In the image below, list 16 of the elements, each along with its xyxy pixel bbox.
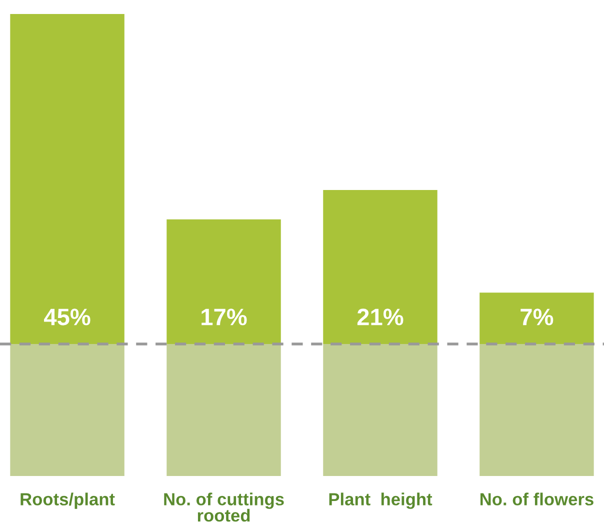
bar — [10, 14, 124, 344]
bar — [10, 344, 124, 476]
x-tick-label: No. of flowers — [480, 492, 594, 506]
bar — [166, 219, 281, 344]
data-label: 45% — [44, 308, 90, 326]
data-label: 7% — [520, 308, 554, 326]
x-tick-label: Roots/plant — [20, 492, 115, 509]
bar — [166, 344, 281, 476]
x-tick-label: No. of cuttings rooted — [164, 492, 284, 522]
bar — [480, 292, 594, 344]
data-label: 17% — [202, 308, 247, 326]
x-tick-label: Plant height — [329, 492, 432, 509]
bar — [480, 344, 594, 476]
data-label: 21% — [357, 308, 404, 326]
bar — [323, 344, 438, 476]
bar — [323, 190, 438, 344]
